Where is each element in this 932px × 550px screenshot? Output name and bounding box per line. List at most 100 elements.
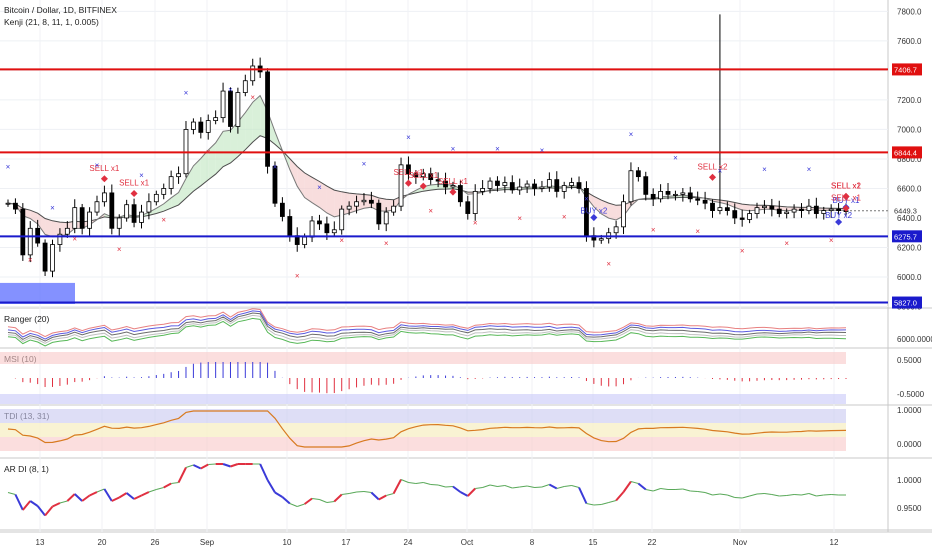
msi-upper-band — [0, 352, 846, 364]
ardi-segment — [44, 505, 54, 517]
ardi-segment — [81, 494, 91, 502]
ardi-segment — [622, 480, 632, 493]
pane-y-tick: 6000.0000 — [897, 335, 932, 344]
cross-marker: × — [562, 212, 567, 221]
candle-body — [561, 185, 567, 192]
x-tick-label: Nov — [733, 538, 747, 547]
candle-body — [220, 90, 226, 119]
ardi-segment — [333, 493, 343, 503]
level-tag-label: 6844.4 — [894, 148, 917, 157]
candle-body — [665, 191, 671, 195]
candle-body — [228, 90, 233, 127]
ardi-segment — [326, 501, 335, 503]
ardi-segment — [808, 493, 817, 497]
ardi-segment — [823, 494, 832, 496]
kenji-cloud-segment — [245, 102, 253, 150]
cross-marker: × — [718, 167, 723, 176]
candle-body — [828, 208, 834, 212]
kenji-cloud-segment — [52, 220, 60, 237]
ranger-line — [7, 317, 847, 347]
ardi-segment — [586, 503, 594, 506]
signal-marker — [419, 182, 427, 190]
kenji-cloud-segment — [608, 203, 617, 221]
cross-marker: × — [317, 183, 322, 192]
candle-body — [739, 217, 745, 220]
x-tick-label: 24 — [404, 538, 413, 547]
signal-marker — [130, 189, 138, 198]
signal-marker — [842, 192, 850, 201]
candle-body — [658, 191, 664, 200]
candle-body — [465, 201, 471, 214]
candle-body — [813, 205, 819, 214]
x-tick-label: 15 — [589, 538, 598, 547]
candle-body — [153, 193, 159, 203]
cross-marker: × — [28, 255, 33, 264]
cross-marker: × — [829, 236, 834, 245]
ardi-segment — [764, 493, 772, 495]
ardi-segment — [690, 490, 698, 492]
ardi-segment — [29, 500, 39, 507]
ardi-segment — [36, 505, 46, 517]
candle-body — [309, 220, 315, 238]
candle-body — [161, 188, 167, 195]
kenji-cloud-segment — [37, 213, 46, 235]
x-tick-label: 8 — [530, 538, 535, 547]
y-tick-label: 7200.0 — [897, 96, 922, 105]
signal-marker — [708, 173, 717, 181]
candle-body — [87, 211, 92, 229]
candle-body — [50, 244, 55, 272]
ardi-segment — [266, 479, 276, 494]
ardi-segment — [430, 484, 439, 486]
cross-marker: × — [72, 235, 77, 244]
cross-marker: × — [740, 246, 745, 255]
signal-label: SELL x1 — [408, 171, 438, 180]
ardi-segment — [482, 484, 491, 488]
pane-y-tick: 0.9500 — [897, 504, 922, 513]
kenji-cloud-segment — [601, 200, 609, 219]
cross-marker: × — [695, 227, 700, 236]
ardi-segment — [452, 485, 461, 493]
ardi-segment — [645, 489, 654, 492]
candle-body — [190, 121, 196, 130]
candle-body — [376, 202, 382, 225]
kenji-cloud-segment — [734, 202, 743, 211]
candle-body — [205, 120, 211, 133]
kenji-cloud-segment — [45, 218, 53, 237]
level-tag — [892, 63, 922, 76]
ardi-segment — [22, 500, 32, 511]
pane-y-tick: 1.0000 — [897, 476, 922, 485]
kenji-cloud-segment — [185, 165, 194, 199]
cross-marker: × — [139, 171, 144, 180]
candle-body — [242, 80, 248, 93]
ardi-segment — [156, 487, 164, 490]
cross-marker: × — [339, 236, 344, 245]
candle-body — [821, 210, 827, 214]
signal-label: SELL x1 — [89, 164, 119, 173]
candle-body — [435, 179, 441, 182]
candle-body — [769, 205, 775, 210]
ardi-segment — [475, 487, 483, 489]
ardi-segment — [637, 482, 647, 491]
signal-label: BUY x1 — [833, 196, 861, 205]
signal-marker — [842, 204, 850, 212]
ardi-segment — [749, 493, 758, 497]
cross-marker: × — [362, 159, 367, 168]
candle-body — [272, 165, 278, 204]
kenji-cloud-segment — [156, 203, 164, 214]
candle-body — [687, 192, 693, 200]
cross-marker: × — [50, 204, 55, 213]
ardi-segment — [467, 487, 476, 497]
ardi-segment — [74, 493, 83, 502]
kenji-cloud-segment — [297, 166, 305, 198]
candle-body — [428, 173, 434, 181]
cross-marker: × — [206, 148, 211, 157]
tdi-mid-band — [0, 423, 846, 437]
x-tick-label: 26 — [151, 538, 160, 547]
candle-body — [27, 227, 33, 256]
x-tick-label: 13 — [36, 538, 45, 547]
ardi-segment — [103, 488, 113, 502]
ardi-segment — [519, 485, 528, 488]
signal-label: BUY x2 — [580, 207, 608, 216]
